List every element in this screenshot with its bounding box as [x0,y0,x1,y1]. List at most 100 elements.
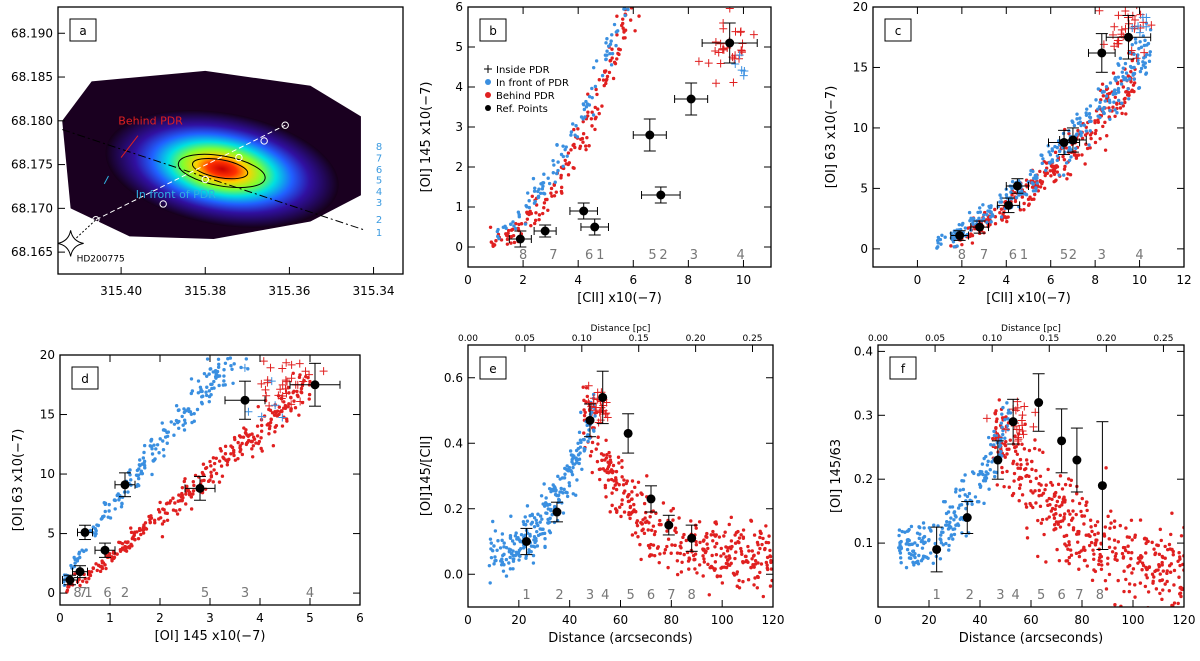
behind-pdr-point [1111,71,1116,75]
inside-pdr-point [261,385,270,394]
behind-pdr-point [1024,505,1029,509]
behind-pdr-point [750,549,754,553]
behind-pdr-point [765,555,770,560]
y-tick-label: 1 [455,200,463,214]
behind-pdr-point [512,240,517,245]
behind-pdr-point [722,534,726,538]
region-number: 8 [958,248,966,263]
in-front-pdr-point [246,337,249,340]
behind-pdr-point [275,414,279,418]
inside-pdr-point [584,398,593,407]
in-front-pdr-point [251,325,254,328]
behind-pdr-point [675,551,680,555]
behind-pdr-point [572,127,576,132]
in-front-pdr-point [1103,99,1107,103]
x-axis-label: Distance (arcseconds) [548,631,692,646]
top-tick-label: 0.15 [629,334,649,344]
behind-pdr-point [628,516,632,521]
behind-pdr-point [158,500,162,505]
behind-pdr-point [689,519,693,523]
in-front-pdr-point [142,450,146,455]
x-axis-label: [CII] x10(−7) [577,291,662,306]
in-front-pdr-point [590,410,594,414]
behind-pdr-point [1024,502,1028,506]
behind-pdr-point [268,424,272,428]
behind-pdr-point [1007,485,1011,489]
in-front-pdr-point [992,433,997,438]
in-front-pdr-point [989,210,993,214]
behind-pdr-point [630,479,635,483]
behind-pdr-point [755,586,760,590]
behind-pdr-point [1048,503,1052,507]
in-front-pdr-point [585,423,589,428]
inside-pdr-point [1121,7,1130,15]
in-front-pdr-point [1128,77,1132,81]
in-front-pdr-point [1006,417,1010,421]
behind-pdr-point [623,489,627,493]
behind-pdr-point [600,458,604,463]
behind-pdr-point [1057,558,1062,563]
behind-pdr-point [542,201,547,205]
behind-pdr-point [642,531,647,536]
inside-pdr-point [739,71,748,80]
behind-pdr-point [1158,591,1162,596]
behind-pdr-point [585,135,589,140]
behind-pdr-point [273,430,277,434]
region-number: 5 [648,248,656,263]
behind-pdr-point [1162,618,1165,621]
in-front-pdr-point [941,543,946,547]
y-axis-label: [OI] 145/63 [829,439,844,513]
behind-pdr-point [165,501,170,505]
in-front-pdr-point [585,102,590,106]
behind-pdr-point [995,483,999,487]
behind-pdr-point [1093,131,1098,136]
behind-pdr-point [1121,104,1126,108]
inside-pdr-point [1031,408,1040,417]
behind-pdr-point [1140,561,1145,565]
behind-pdr-point [606,478,611,482]
in-front-pdr-point [903,530,907,534]
behind-pdr-point [1107,572,1112,577]
behind-pdr-point [610,491,614,495]
behind-pdr-point [661,501,666,505]
in-front-pdr-point [142,443,147,448]
behind-pdr-point [1018,466,1023,471]
in-front-pdr-point [1094,98,1098,102]
behind-pdr-point [758,546,762,551]
behind-pdr-point [201,472,205,476]
behind-pdr-point [643,520,648,525]
behind-pdr-point [590,440,595,445]
behind-pdr-point [1076,153,1081,157]
in-front-pdr-point [1078,116,1082,120]
in-front-pdr-point [251,327,254,330]
inside-pdr-point [240,363,249,372]
behind-pdr-point [1024,458,1029,462]
in-front-pdr-point [922,541,926,546]
inside-pdr-point [263,376,272,385]
in-front-pdr-point [1132,65,1136,70]
behind-pdr-point [608,510,612,514]
behind-pdr-point [601,453,606,457]
in-front-pdr-point [1067,158,1072,162]
in-front-pdr-point [258,322,261,325]
inside-pdr-point [1132,54,1141,63]
in-front-pdr-point [570,457,574,462]
behind-pdr-point [1172,568,1177,573]
behind-pdr-point [572,166,576,170]
behind-pdr-point [602,83,606,88]
behind-pdr-point [1025,462,1029,466]
in-front-pdr-point [973,495,978,499]
inside-pdr-point [1147,21,1156,30]
in-front-pdr-point [207,399,211,404]
inside-pdr-point [1095,7,1104,15]
behind-pdr-point [1161,616,1164,619]
behind-pdr-point [1085,508,1089,513]
behind-pdr-point [1097,562,1101,567]
inside-pdr-point [719,44,728,53]
behind-pdr-point [620,502,624,507]
behind-pdr-point [705,531,709,536]
behind-pdr-point [1133,595,1137,599]
behind-pdr-point [1092,557,1096,561]
behind-pdr-point [1116,540,1121,544]
